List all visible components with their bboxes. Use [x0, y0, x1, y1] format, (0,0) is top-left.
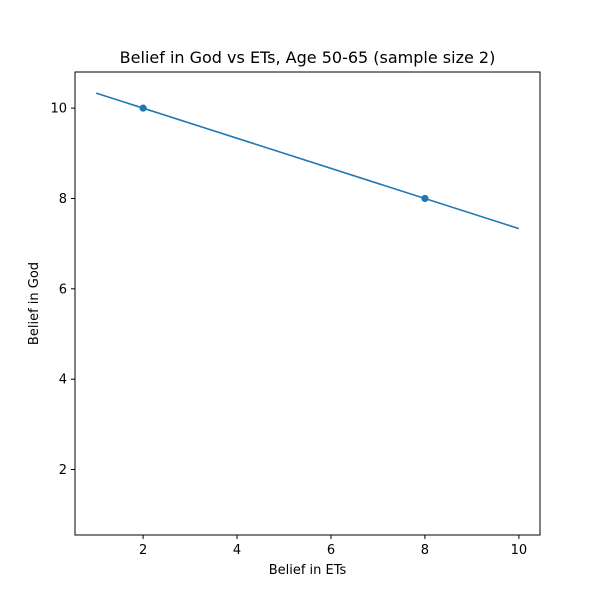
- x-axis: 2 4 6 8 10: [139, 535, 527, 558]
- data-marks: [95, 92, 520, 230]
- y-axis-label: Belief in God: [27, 262, 42, 345]
- y-tick-label: 6: [59, 282, 67, 297]
- y-tick-label: 2: [59, 463, 67, 478]
- y-tick-label: 4: [59, 373, 67, 388]
- plot-area: [74, 71, 541, 536]
- y-tick-label: 10: [50, 102, 67, 117]
- x-tick-label: 8: [421, 543, 429, 558]
- x-tick-label: 4: [233, 543, 241, 558]
- x-tick-label: 2: [139, 543, 147, 558]
- x-tick-label: 10: [511, 543, 528, 558]
- y-axis: 2 4 6 8 10: [50, 102, 75, 478]
- data-point: [421, 194, 429, 203]
- data-point: [139, 104, 147, 112]
- chart-title: Belief in God vs ETs, Age 50-65 (sample …: [120, 48, 496, 67]
- fit-line: [95, 92, 520, 230]
- x-axis-label: Belief in ETs: [269, 563, 347, 578]
- x-tick-label: 6: [327, 543, 335, 558]
- y-tick-label: 8: [59, 192, 67, 207]
